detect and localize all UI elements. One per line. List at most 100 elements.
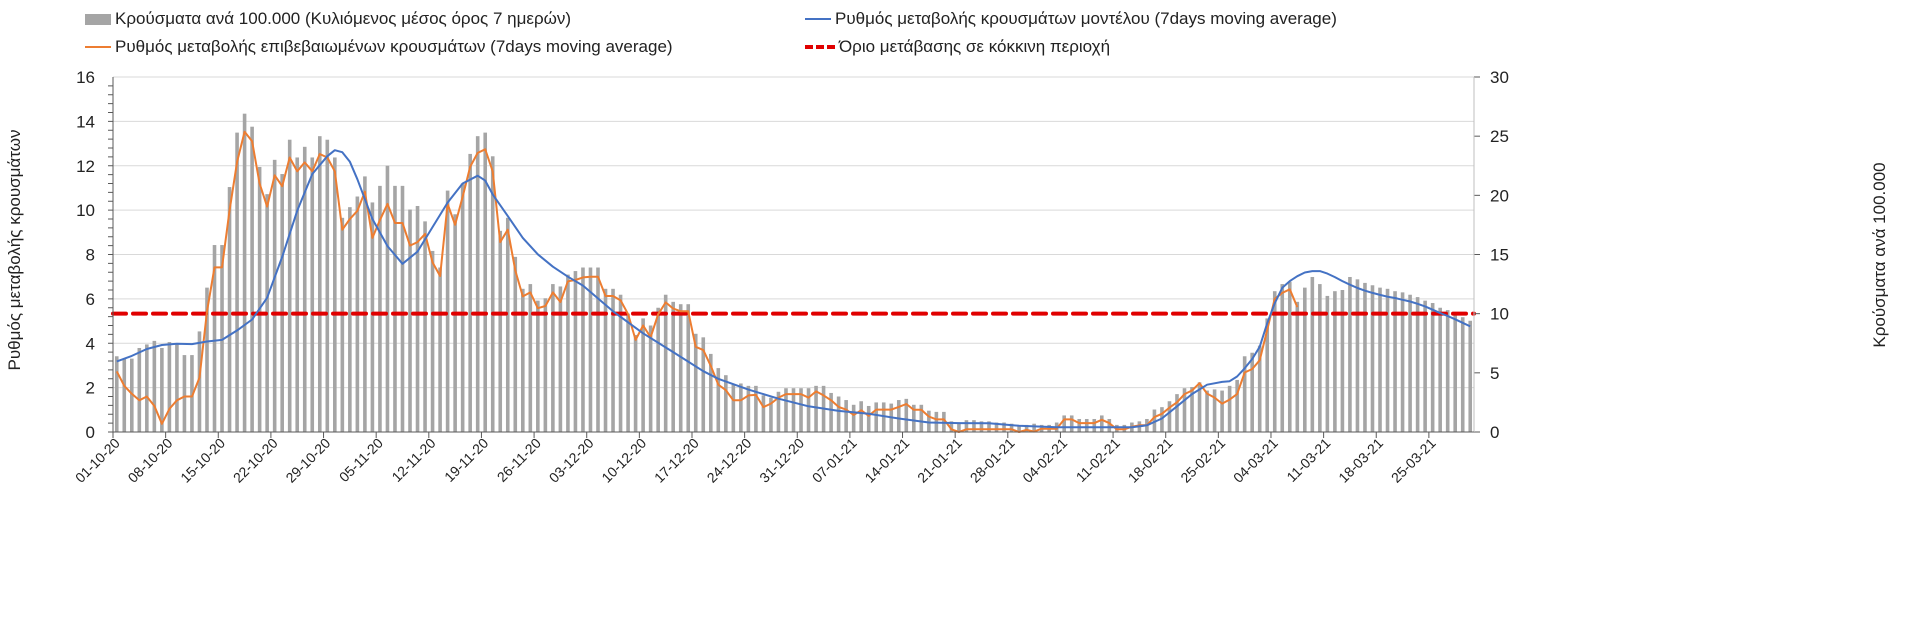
bar <box>1378 287 1382 432</box>
legend-bar-swatch <box>85 13 111 25</box>
bar <box>806 388 811 432</box>
legend-label-model: Ρυθμός μεταβολής κρουσμάτων μοντέλου (7d… <box>835 9 1337 28</box>
bar <box>160 347 164 432</box>
bar <box>122 358 127 432</box>
x-tick-label: 25-02-21 <box>1177 435 1228 486</box>
bar <box>896 400 901 432</box>
bar <box>1393 291 1397 432</box>
bar <box>543 298 548 432</box>
bar <box>1024 424 1029 432</box>
bar <box>333 157 337 432</box>
bar <box>844 400 848 432</box>
bar <box>521 288 525 432</box>
bar <box>1355 279 1360 432</box>
right-tick-label: 15 <box>1490 246 1509 265</box>
axes: 0 2 4 6 8 10 12 14 16 0 5 10 15 20 25 30 01-10-20 08-10-2… <box>72 68 1509 486</box>
bar <box>739 383 743 432</box>
bar <box>693 333 698 432</box>
bar <box>280 174 284 433</box>
bar <box>1009 423 1014 432</box>
x-tick-label: 05-11-20 <box>336 435 386 485</box>
legend-orange-line-swatch <box>85 46 111 48</box>
bar <box>205 287 209 432</box>
bar <box>453 214 457 432</box>
bar <box>558 286 563 432</box>
x-tick-label: 11-03-21 <box>1283 435 1333 485</box>
bar <box>302 146 307 433</box>
left-tick-label: 14 <box>76 112 95 131</box>
x-tick-label: 29-10-20 <box>282 435 333 486</box>
bar <box>1212 389 1217 432</box>
bar <box>724 375 728 432</box>
bar <box>829 392 833 432</box>
bar <box>708 353 713 432</box>
bar <box>1280 284 1285 432</box>
bar <box>348 207 352 432</box>
right-tick-label: 5 <box>1490 364 1499 383</box>
bar <box>317 136 322 432</box>
bar <box>1272 291 1277 432</box>
legend-item-threshold: Όριο μετάβασης σε κόκκινη περιοχή <box>805 37 1110 57</box>
x-tick-label: 28-01-21 <box>967 435 1018 486</box>
bar <box>686 304 691 432</box>
bar <box>663 294 668 432</box>
left-tick-label: 16 <box>76 68 95 87</box>
bar <box>641 318 645 432</box>
bar <box>1084 418 1089 432</box>
x-tick-label: 03-12-20 <box>546 435 597 486</box>
bar <box>242 113 247 432</box>
bar <box>1468 320 1473 432</box>
bar <box>927 410 931 432</box>
bar <box>1197 382 1202 432</box>
bar <box>1062 415 1066 432</box>
x-tick-label: 14-01-21 <box>861 435 912 486</box>
bar <box>408 209 412 432</box>
bar <box>1190 387 1194 432</box>
bar <box>1227 385 1232 432</box>
bar <box>483 132 488 432</box>
bar <box>1408 294 1412 432</box>
legend-blue-line-swatch <box>805 18 831 20</box>
bar <box>220 245 224 432</box>
bar <box>648 325 653 432</box>
bar <box>1107 418 1112 432</box>
bar <box>994 422 999 432</box>
bar <box>1152 409 1157 432</box>
bar <box>490 156 495 433</box>
bar <box>949 421 954 432</box>
bar <box>1400 292 1405 432</box>
bar <box>1340 290 1345 432</box>
bar <box>190 355 194 432</box>
bar <box>671 301 675 432</box>
bar <box>1333 291 1337 432</box>
gridlines <box>113 76 1474 389</box>
legend-label-threshold: Όριο μετάβασης σε κόκκινη περιοχή <box>839 37 1111 56</box>
bar <box>235 132 239 432</box>
left-tick-label: 2 <box>86 379 95 398</box>
bar <box>1325 295 1330 432</box>
bar <box>385 165 390 432</box>
bar <box>1438 307 1442 432</box>
bar <box>1250 352 1254 432</box>
x-tick-label: 07-01-21 <box>809 435 860 486</box>
bar <box>701 337 706 432</box>
bar <box>814 385 818 432</box>
bar <box>227 187 232 432</box>
bar <box>859 401 863 432</box>
bar <box>957 423 961 432</box>
x-tick-label: 26-11-20 <box>494 435 544 485</box>
bar <box>581 267 585 432</box>
bar <box>1077 418 1082 432</box>
bar <box>167 342 172 432</box>
legend-label-confirmed: Ρυθμός μεταβολής επιβεβαιωμένων κρουσμάτ… <box>115 37 673 56</box>
right-tick-label: 10 <box>1490 305 1509 324</box>
x-tick-label: 10-12-20 <box>598 435 649 486</box>
bar <box>874 402 879 432</box>
x-tick-label: 24-12-20 <box>704 435 755 486</box>
bar <box>618 294 623 432</box>
x-tick-label: 15-10-20 <box>177 435 228 486</box>
bar <box>1363 282 1367 432</box>
bar <box>678 304 683 432</box>
bar <box>731 384 736 432</box>
bar <box>573 271 578 432</box>
